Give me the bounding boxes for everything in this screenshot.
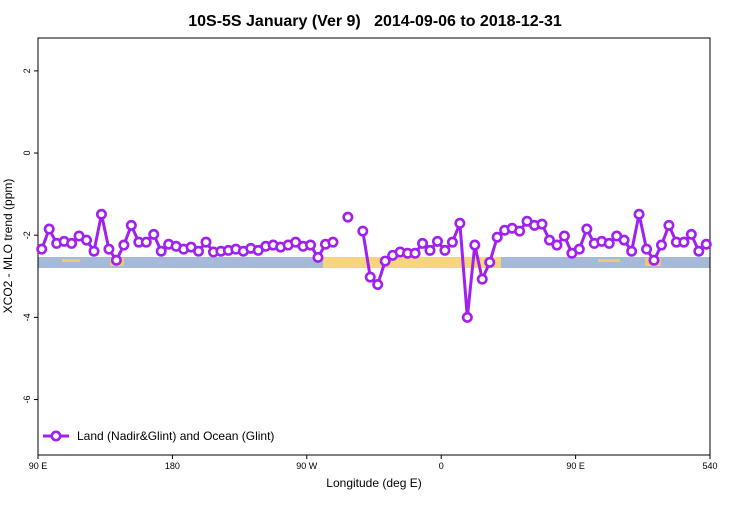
y-axis-label: XCO2 - MLO trend (ppm) (1, 179, 15, 314)
data-point (148, 228, 160, 240)
data-point (603, 237, 615, 249)
y-tick-label: -6 (22, 396, 32, 404)
chart-title: 10S-5S January (Ver 9) 2014-09-06 to 201… (188, 13, 562, 30)
x-tick-label: 180 (165, 461, 180, 471)
y-tick-label: -4 (22, 313, 32, 321)
y-tick-label: -2 (22, 231, 32, 239)
data-point (417, 237, 429, 249)
data-point (551, 239, 563, 251)
data-point (431, 235, 443, 247)
data-point (700, 238, 712, 250)
data-point (469, 239, 481, 251)
data-point (95, 208, 107, 220)
data-point (439, 244, 451, 256)
data-point (424, 244, 436, 256)
data-point (543, 234, 555, 246)
x-tick-label: 540 (702, 461, 717, 471)
x-tick-label: 90 E (29, 461, 48, 471)
data-point (312, 251, 324, 263)
data-point (125, 219, 137, 231)
data-point (66, 237, 78, 249)
data-point (573, 243, 585, 255)
data-point (305, 239, 317, 251)
data-point (454, 217, 466, 229)
data-point (476, 273, 488, 285)
data-point (484, 256, 496, 268)
data-point (558, 230, 570, 242)
data-point (155, 245, 167, 257)
data-point (193, 245, 205, 257)
legend-marker (50, 430, 62, 442)
data-point (43, 223, 55, 235)
data-point (88, 245, 100, 257)
data-point (633, 208, 645, 220)
data-point (655, 239, 667, 251)
legend-label: Land (Nadir&Glint) and Ocean (Glint) (77, 429, 274, 443)
data-point (648, 254, 660, 266)
data-point (200, 236, 212, 248)
data-point (626, 245, 638, 257)
data-point (618, 234, 630, 246)
y-tick-label: 2 (22, 68, 32, 73)
map-strip (38, 257, 710, 268)
x-tick-label: 0 (439, 461, 444, 471)
data-point (693, 245, 705, 257)
data-point (446, 236, 458, 248)
data-point (514, 225, 526, 237)
data-point (342, 211, 354, 223)
data-point (81, 234, 93, 246)
data-point (110, 254, 122, 266)
data-point (409, 247, 421, 259)
data-point (581, 223, 593, 235)
data-point (118, 239, 130, 251)
x-tick-label: 90 E (566, 461, 585, 471)
legend: Land (Nadir&Glint) and Ocean (Glint) (43, 429, 274, 443)
data-point (678, 236, 690, 248)
data-point (36, 243, 48, 255)
data-point (372, 279, 384, 291)
y-tick-label: 0 (22, 151, 32, 156)
data-point (379, 255, 391, 267)
data-point (663, 219, 675, 231)
data-point (491, 231, 503, 243)
data-point (103, 243, 115, 255)
data-point (364, 271, 376, 283)
x-axis-label: Longitude (deg E) (326, 476, 421, 490)
data-point (140, 236, 152, 248)
x-tick-label: 90 W (296, 461, 318, 471)
data-point (357, 225, 369, 237)
data-point (327, 236, 339, 248)
data-point (641, 243, 653, 255)
data-point (461, 311, 473, 323)
data-point (685, 228, 697, 240)
data-point (536, 218, 548, 230)
